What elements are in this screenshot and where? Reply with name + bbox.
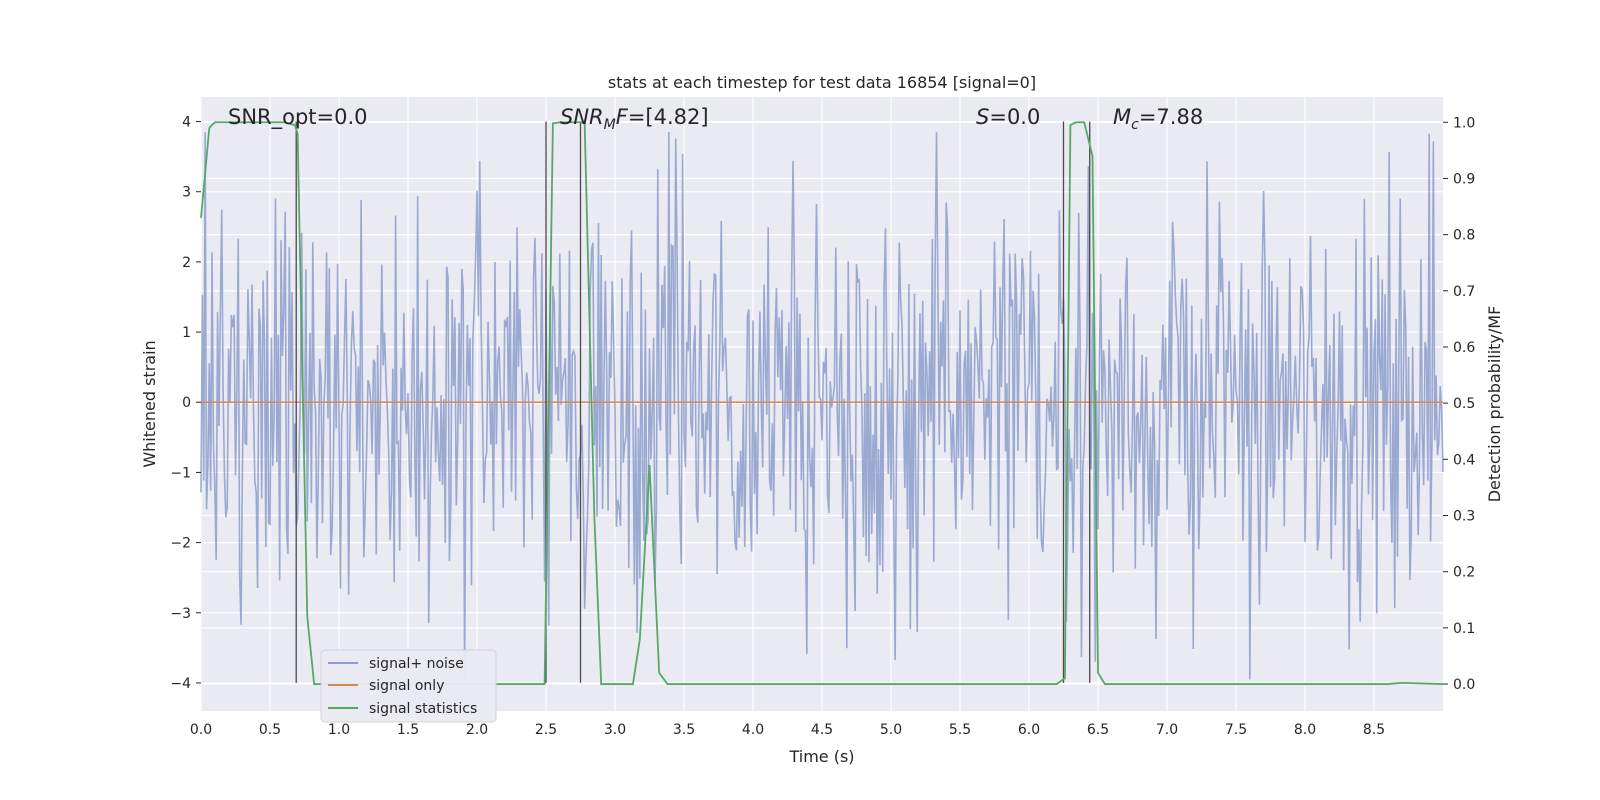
y2-tick-label: 0.8	[1453, 228, 1475, 244]
x-tick-label: 7.0	[1156, 722, 1178, 738]
x-tick-label: 8.5	[1363, 722, 1385, 738]
x-tick-label: 0.5	[259, 722, 281, 738]
y2-tick-label: 0.9	[1453, 171, 1475, 187]
x-tick-label: 8.0	[1294, 722, 1316, 738]
annotation-s: S=0.0	[976, 105, 1040, 129]
y2-tick-label: 0.0	[1453, 677, 1475, 693]
axis-ticks: 0.0 0.5 1.0 1.5 2.0 2.5 3.0 3.5 4.0 4.5 5.0 5.5 6.0 6…	[170, 115, 1475, 738]
y-tick-label: 2	[182, 255, 191, 271]
x-tick-label: 2.0	[466, 722, 488, 738]
y-tick-label: −2	[170, 536, 191, 552]
legend-box	[320, 649, 497, 723]
x-tick-label: 4.5	[811, 722, 833, 738]
y-tick-label: 3	[182, 185, 191, 201]
x-tick-label: 4.0	[742, 722, 764, 738]
y-tick-label: −3	[170, 606, 191, 622]
annotation-mc: Mc=7.88	[1113, 105, 1203, 133]
y2-tick-label: 0.2	[1453, 565, 1475, 581]
x-tick-label: 3.0	[604, 722, 626, 738]
y2-tick-label: 0.3	[1453, 509, 1475, 525]
y-tick-label: 0	[182, 395, 191, 411]
x-tick-label: 5.5	[949, 722, 971, 738]
y2-tick-label: 0.4	[1453, 452, 1475, 468]
y-tick-label: 1	[182, 325, 191, 341]
x-tick-label: 3.5	[673, 722, 695, 738]
signal-noise-line	[200, 132, 1444, 683]
y-tick-label: −1	[170, 465, 191, 481]
legend-label-signal: signal only	[369, 678, 444, 694]
x-tick-label: 6.5	[1087, 722, 1109, 738]
x-tick-label: 5.0	[880, 722, 902, 738]
chart-title: stats at each timestep for test data 168…	[608, 73, 1036, 92]
x-tick-label: 2.5	[535, 722, 557, 738]
y2-tick-label: 0.1	[1453, 621, 1475, 637]
annotations: SNR_opt=0.0 SNRMF=[4.82] S=0.0 Mc=7.88	[228, 105, 1203, 133]
y-tick-label: 4	[182, 115, 191, 131]
y-tick-label: −4	[170, 676, 191, 692]
legend-label-stats: signal statistics	[369, 701, 477, 717]
y2-tick-label: 0.7	[1453, 284, 1475, 300]
y2-tick-label: 1.0	[1453, 115, 1475, 131]
signal-statistics-series	[200, 121, 1444, 685]
legend-label-noise: signal+ noise	[369, 656, 464, 672]
y-axis-label: Whitened strain	[140, 340, 159, 467]
x-axis-label: Time (s)	[788, 747, 854, 766]
y2-tick-label: 0.5	[1453, 396, 1475, 412]
signal-noise-series	[200, 132, 1444, 683]
signal-statistics-line	[200, 121, 1444, 685]
x-tick-label: 6.0	[1018, 722, 1040, 738]
annotation-snr-mf: SNRMF=[4.82]	[560, 105, 709, 133]
y2-tick-label: 0.6	[1453, 340, 1475, 356]
x-tick-label: 1.5	[397, 722, 419, 738]
x-tick-label: 1.0	[328, 722, 350, 738]
y2-axis-label: Detection probability/MF	[1485, 306, 1504, 503]
x-tick-label: 0.0	[190, 722, 212, 738]
legend: signal+ noise signal only signal statist…	[320, 649, 497, 723]
annotation-snr-opt: SNR_opt=0.0	[228, 105, 368, 130]
x-tick-label: 7.5	[1225, 722, 1247, 738]
